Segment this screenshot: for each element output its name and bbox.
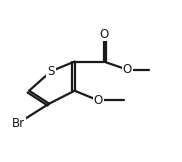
Text: Br: Br [12, 117, 25, 130]
Text: O: O [99, 28, 108, 40]
Text: O: O [123, 63, 132, 76]
Text: O: O [94, 94, 103, 107]
Text: S: S [47, 65, 55, 78]
